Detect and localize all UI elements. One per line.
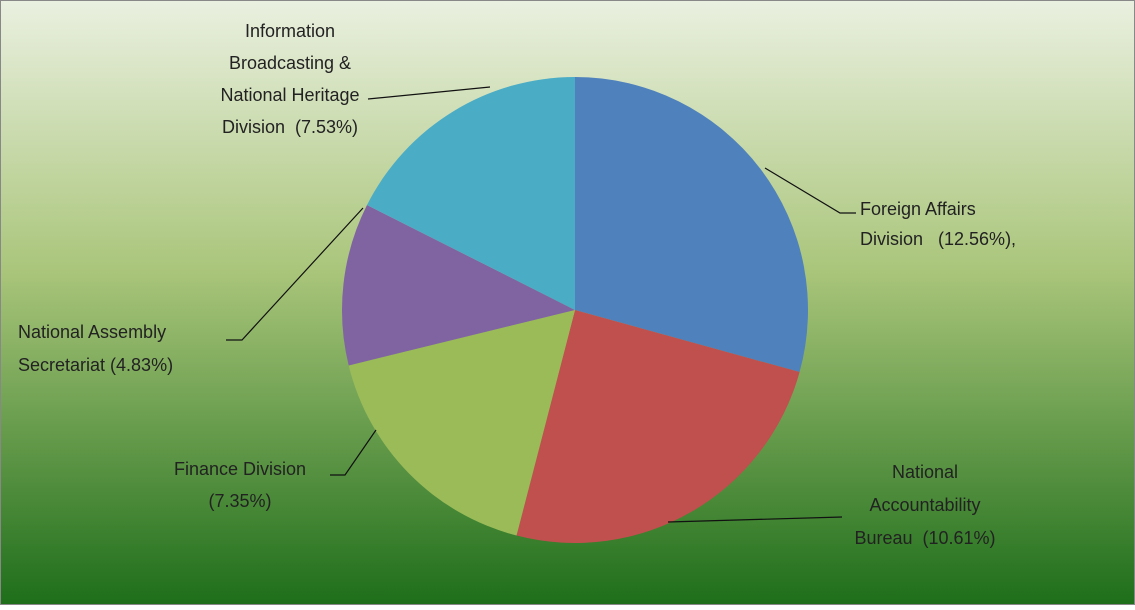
leader-line	[667, 516, 843, 523]
data-label: Division (12.56%),	[860, 229, 1016, 249]
pie-slice	[516, 310, 800, 543]
leader-line	[367, 86, 491, 100]
pie-slice	[342, 205, 575, 366]
data-label: Bureau (10.61%)	[854, 528, 995, 548]
pie-slice	[366, 76, 575, 310]
leader-line	[764, 167, 856, 214]
pie-slice	[575, 77, 809, 373]
leader-line	[330, 429, 377, 476]
data-label: National Assembly	[18, 322, 166, 342]
data-label: Division (7.53%)	[222, 117, 358, 137]
pie-slice	[348, 310, 575, 536]
data-label: (7.35%)	[208, 491, 271, 511]
data-label: National	[892, 462, 958, 482]
data-label: Broadcasting &	[229, 53, 351, 73]
data-label: Finance Division	[174, 459, 306, 479]
data-label: Accountability	[869, 495, 980, 515]
data-label: Secretariat (4.83%)	[18, 355, 173, 375]
data-label: National Heritage	[220, 85, 359, 105]
data-label: Information	[245, 21, 335, 41]
data-label: Foreign Affairs	[860, 199, 976, 219]
leader-line	[226, 207, 364, 341]
